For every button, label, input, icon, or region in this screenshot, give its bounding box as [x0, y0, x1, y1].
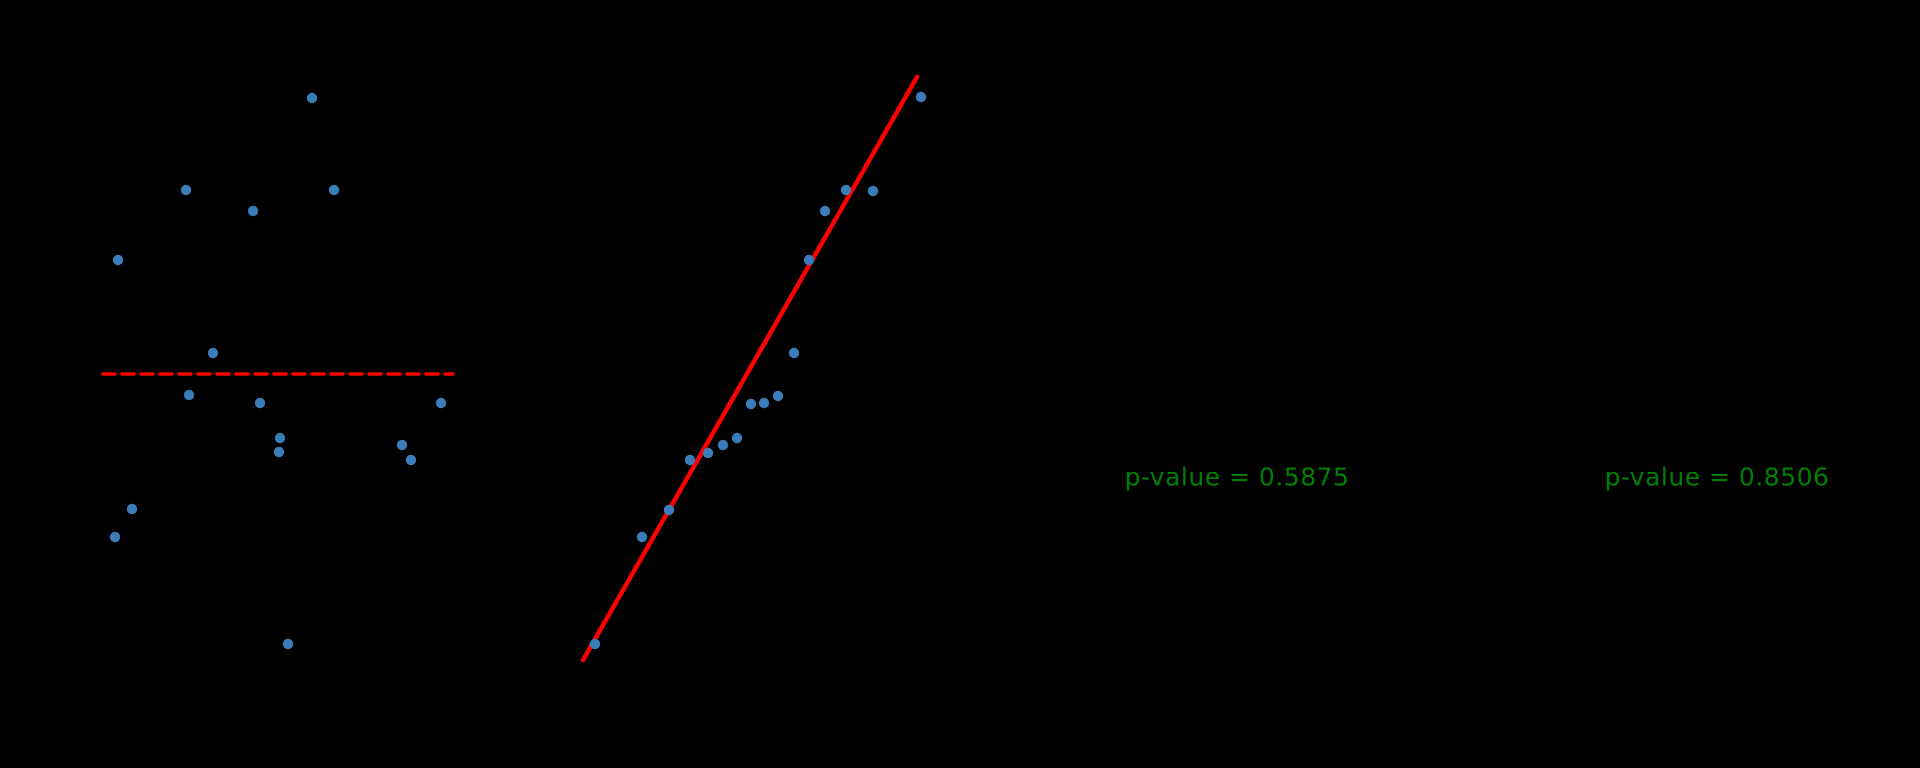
data-point [788, 347, 800, 359]
data-point [112, 254, 124, 266]
data-point [396, 439, 408, 451]
data-point [840, 184, 852, 196]
data-point [328, 184, 340, 196]
data-point [589, 638, 601, 650]
data-point [435, 397, 447, 409]
data-point [207, 347, 219, 359]
p-value-annotation-2: p-value = 0.8506 [1604, 462, 1830, 492]
data-point [915, 91, 927, 103]
data-point [684, 454, 696, 466]
data-point [772, 390, 784, 402]
data-point [109, 531, 121, 543]
data-point [745, 398, 757, 410]
data-point [731, 432, 743, 444]
data-point [803, 254, 815, 266]
regression-line [580, 74, 920, 663]
data-point [126, 503, 138, 515]
data-point [405, 454, 417, 466]
data-point [274, 432, 286, 444]
data-point [247, 205, 259, 217]
data-point [819, 205, 831, 217]
data-point [717, 439, 729, 451]
data-point [306, 92, 318, 104]
data-point [663, 504, 675, 516]
scatter-panel-with-dashed-reference-line [101, 92, 455, 650]
data-point [758, 397, 770, 409]
data-point [254, 397, 266, 409]
data-point [180, 184, 192, 196]
data-point [702, 447, 714, 459]
data-point [867, 185, 879, 197]
data-point [273, 446, 285, 458]
data-point [282, 638, 294, 650]
data-point [183, 389, 195, 401]
data-point [636, 531, 648, 543]
scatter-panel-with-regression-line [580, 74, 927, 663]
p-value-annotation-1: p-value = 0.5875 [1124, 462, 1350, 492]
